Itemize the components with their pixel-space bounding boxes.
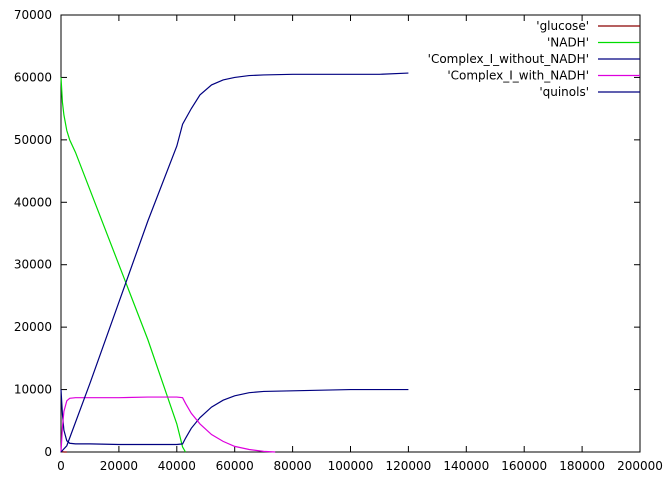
y-tick-label: 70000 (14, 8, 52, 22)
series-line-3 (60, 388, 409, 446)
x-tick-label: 100000 (328, 459, 374, 473)
y-tick-label: 10000 (14, 383, 52, 397)
x-tick-label: 40000 (158, 459, 196, 473)
series-line-2 (60, 77, 187, 453)
legend-label: 'Complex_I_with_NADH' (447, 69, 589, 83)
series-layer (60, 72, 409, 453)
y-tick-label: 20000 (14, 320, 52, 334)
x-tick-label: 140000 (443, 459, 489, 473)
x-axis: 0 20000 40000 60000 80000 100000 120000 140000 1… (57, 15, 663, 473)
legend-label: 'NADH' (547, 36, 589, 50)
series-line-4 (60, 396, 276, 453)
series-line-5 (60, 72, 409, 453)
y-tick-label: 50000 (14, 133, 52, 147)
y-tick-label: 30000 (14, 258, 52, 272)
x-tick-label: 80000 (274, 459, 312, 473)
x-tick-label: 200000 (617, 459, 663, 473)
legend-label: 'Complex_I_without_NADH' (428, 52, 589, 66)
legend-label: 'quinols' (539, 85, 589, 99)
legend-label: 'glucose' (536, 19, 589, 33)
x-tick-label: 180000 (559, 459, 605, 473)
x-tick-label: 20000 (100, 459, 138, 473)
y-tick-label: 0 (44, 445, 52, 459)
y-tick-label: 60000 (14, 70, 52, 84)
legend: 'glucose' 'NADH' 'Complex_I_without_NADH' '… (428, 19, 640, 99)
x-tick-label: 160000 (501, 459, 547, 473)
x-tick-label: 0 (57, 459, 65, 473)
x-tick-label: 60000 (216, 459, 254, 473)
x-tick-label: 120000 (385, 459, 431, 473)
y-tick-label: 40000 (14, 195, 52, 209)
y-axis: 0 10000 20000 30000 40000 50000 60000 70000 (14, 8, 640, 459)
